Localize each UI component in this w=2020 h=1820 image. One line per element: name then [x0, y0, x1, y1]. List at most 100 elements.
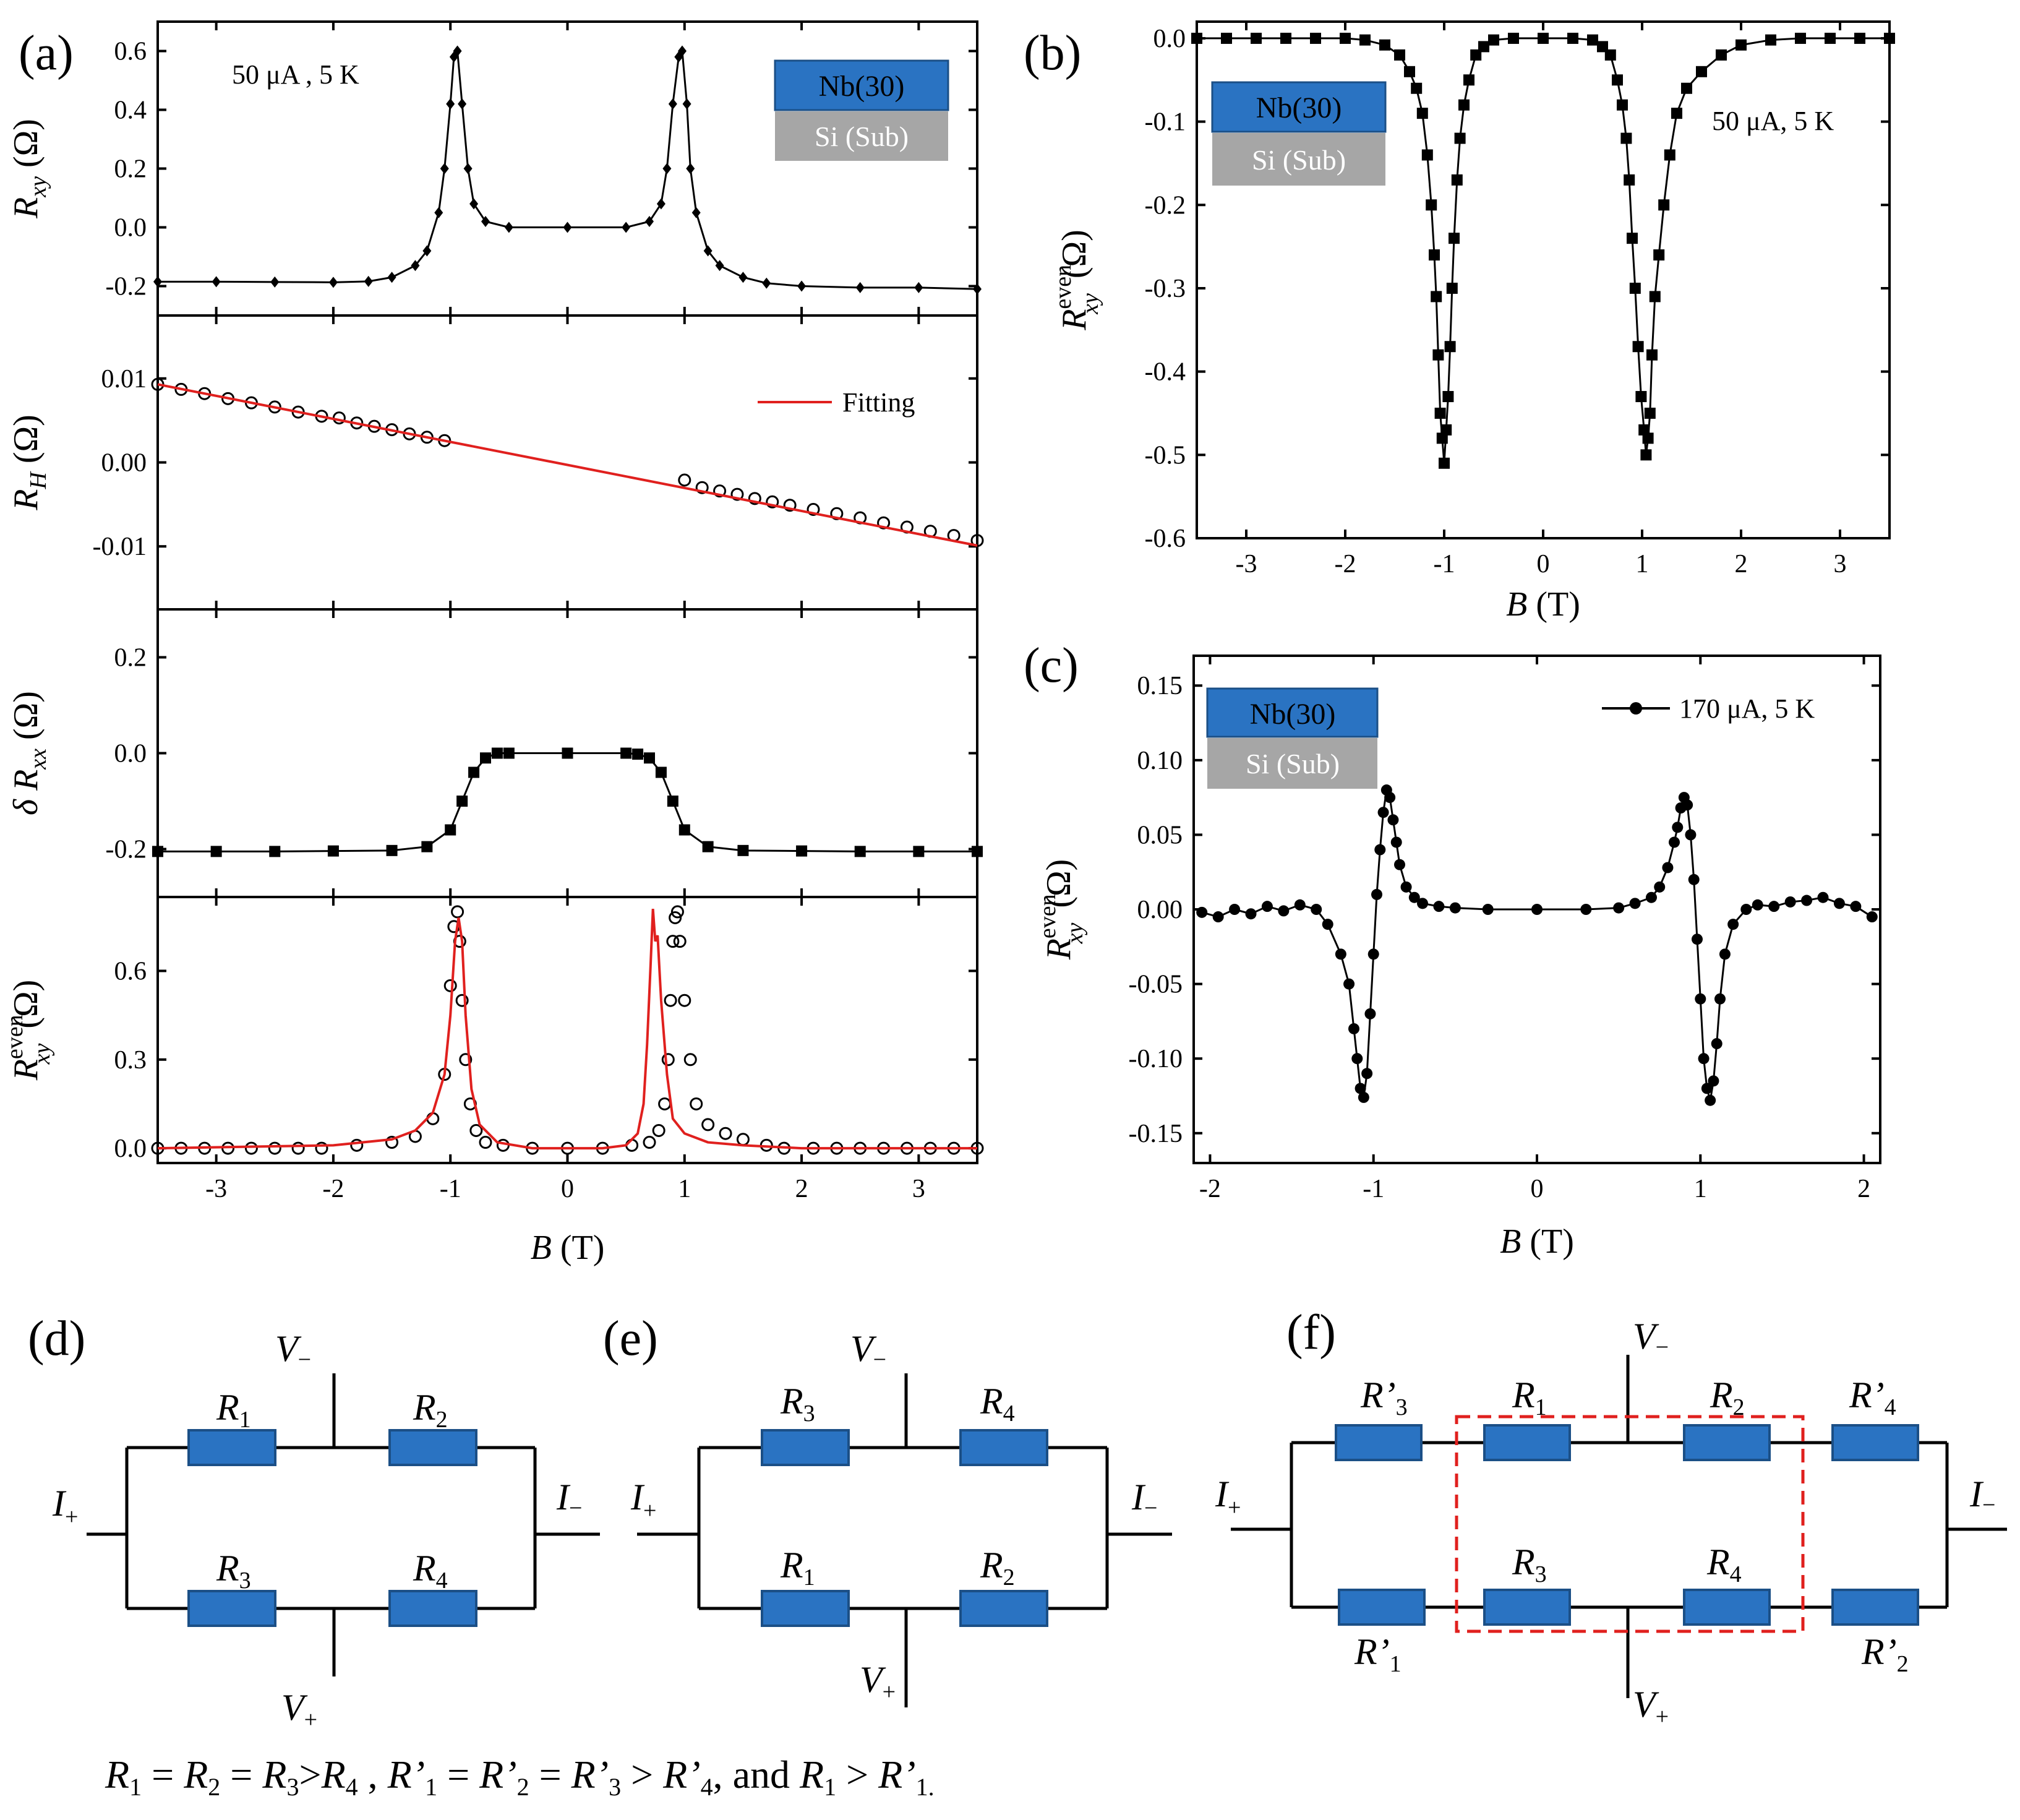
- y-tick-label: 0.2: [114, 644, 147, 672]
- data-point: [783, 499, 797, 512]
- annotation-a1: 50 μA , 5 K: [232, 59, 359, 90]
- data-point: [480, 752, 491, 764]
- panel-label-a: (a): [19, 26, 74, 80]
- y-tick-label: -0.05: [1129, 971, 1183, 999]
- label-f-top-4: R’4: [1849, 1375, 1896, 1420]
- axis-ticks-a1: -0.2 0.0 0.2 0.4 0.6: [106, 22, 977, 315]
- data-point: [661, 1053, 675, 1067]
- data-point: [1444, 341, 1456, 353]
- data-point: [1716, 49, 1727, 61]
- y-tick-label: 0.3: [114, 1046, 147, 1075]
- label-f-vtop: V−: [1633, 1316, 1669, 1360]
- data-point: [1854, 32, 1865, 44]
- y-tick-label: 0.00: [1137, 896, 1183, 924]
- stack-si-box-a: [775, 111, 948, 161]
- data-point: [1531, 904, 1543, 915]
- data-point: [766, 495, 779, 509]
- data-point: [315, 1141, 328, 1155]
- plot-frame-a2: [156, 314, 978, 611]
- data-point: [1765, 34, 1776, 46]
- y-tick-label: -0.10: [1129, 1045, 1183, 1073]
- x-label-unit: (T): [552, 1229, 605, 1267]
- data-point: [1440, 424, 1452, 436]
- axis-ticks-b: -3 -2 -1 0 1 2 3 -0.6 -0.5 -0.4 -0.3 -0.2 -0.1 0.0: [1145, 22, 1889, 578]
- data-point: [1833, 898, 1845, 909]
- data-point: [1649, 291, 1661, 303]
- data-point: [854, 846, 866, 857]
- data-point: [1612, 74, 1623, 86]
- data-point: [496, 1138, 510, 1152]
- x-label-unit: (T): [1521, 1222, 1574, 1261]
- data-point: [1482, 904, 1494, 915]
- y-tick-label: 0.0: [114, 1135, 147, 1163]
- data-point: [682, 98, 691, 109]
- x-tick-label: 0: [1531, 1175, 1544, 1203]
- y-tick-label: -0.2: [1145, 191, 1186, 220]
- axis-ticks-c: -2 -1 0 1 2 -0.15 -0.10 -0.05 0.00 0.05 0.10 0.15: [1129, 656, 1880, 1203]
- data-point: [667, 796, 678, 807]
- label-f-ileft: I+: [1215, 1474, 1241, 1521]
- series-a2: [151, 377, 984, 547]
- data-point: [690, 1097, 703, 1110]
- y-tick-label: -0.5: [1145, 441, 1186, 470]
- stack-nb-label-c: Nb(30): [1250, 698, 1336, 731]
- data-point: [364, 275, 373, 287]
- label-f-iright: I−: [1969, 1474, 1995, 1518]
- data-point: [1692, 934, 1703, 945]
- dashed-box-f: [1455, 1415, 1805, 1633]
- data-point: [664, 994, 677, 1007]
- stack-si-label-c: Si (Sub): [1246, 748, 1340, 779]
- data-point: [459, 1053, 473, 1067]
- data-point: [622, 221, 631, 233]
- data-point: [1624, 174, 1635, 186]
- data-point: [1714, 993, 1726, 1005]
- data-point: [1454, 132, 1466, 144]
- data-point: [1322, 919, 1333, 930]
- legend-c-label: 170 μA, 5 K: [1679, 693, 1815, 724]
- data-point: [1411, 82, 1423, 94]
- x-tick-label: 2: [795, 1175, 808, 1203]
- y-label-main: R: [7, 489, 45, 511]
- data-point: [1664, 149, 1675, 161]
- data-point: [1426, 199, 1437, 211]
- data-point: [913, 846, 925, 857]
- data-point: [914, 281, 923, 293]
- data-point: [1825, 32, 1836, 44]
- chart-b: -3 -2 -1 0 1 2 3 -0.6 -0.5 -0.4 -0.3 -0.2 -0.1 0.0 Nb…: [1050, 20, 1895, 624]
- stack-si-box-b: [1212, 133, 1385, 186]
- label-d-top-right: R2: [413, 1387, 448, 1433]
- chart-a4: -3 -2 -1 0 1 2 3 0.0 0.3 0.6 Revenxy (Ω) B (T): [2, 896, 984, 1267]
- x-axis-label-c: B (T): [1500, 1222, 1574, 1261]
- x-tick-label: -3: [1236, 550, 1257, 578]
- label-f-bottom-2: R3: [1512, 1542, 1547, 1587]
- data-point: [1377, 807, 1389, 818]
- data-point: [1355, 1083, 1366, 1094]
- data-point: [1629, 898, 1641, 909]
- data-point: [1701, 1083, 1713, 1094]
- x-tick-label: -1: [1434, 550, 1455, 578]
- data-point: [1191, 32, 1202, 44]
- resistor-d-top-right: [388, 1429, 477, 1466]
- y-tick-label: 0.10: [1137, 747, 1183, 775]
- circuit-d: (d) R1 R2 R3 R4 V− V+ I+ I−: [28, 1311, 600, 1733]
- y-tick-label: -0.15: [1129, 1120, 1183, 1148]
- data-point: [411, 260, 420, 272]
- y-tick-label: 0.6: [114, 957, 147, 985]
- legend-fitting-label: Fitting: [842, 387, 915, 418]
- y-tick-label: 0.0: [1153, 25, 1186, 53]
- data-point: [1449, 233, 1460, 244]
- y-tick-label: 0.6: [114, 38, 147, 66]
- y-tick-label: -0.2: [106, 273, 147, 301]
- data-point: [736, 1133, 750, 1146]
- data-point: [655, 766, 667, 778]
- data-point: [1632, 341, 1644, 353]
- data-point: [1613, 902, 1625, 914]
- data-point: [1866, 911, 1878, 923]
- data-point: [152, 846, 163, 857]
- data-point: [972, 846, 983, 857]
- data-point: [1478, 41, 1489, 53]
- data-point: [658, 1097, 672, 1110]
- series-a4: [151, 905, 984, 1155]
- data-point: [1629, 282, 1641, 294]
- data-point: [503, 747, 515, 759]
